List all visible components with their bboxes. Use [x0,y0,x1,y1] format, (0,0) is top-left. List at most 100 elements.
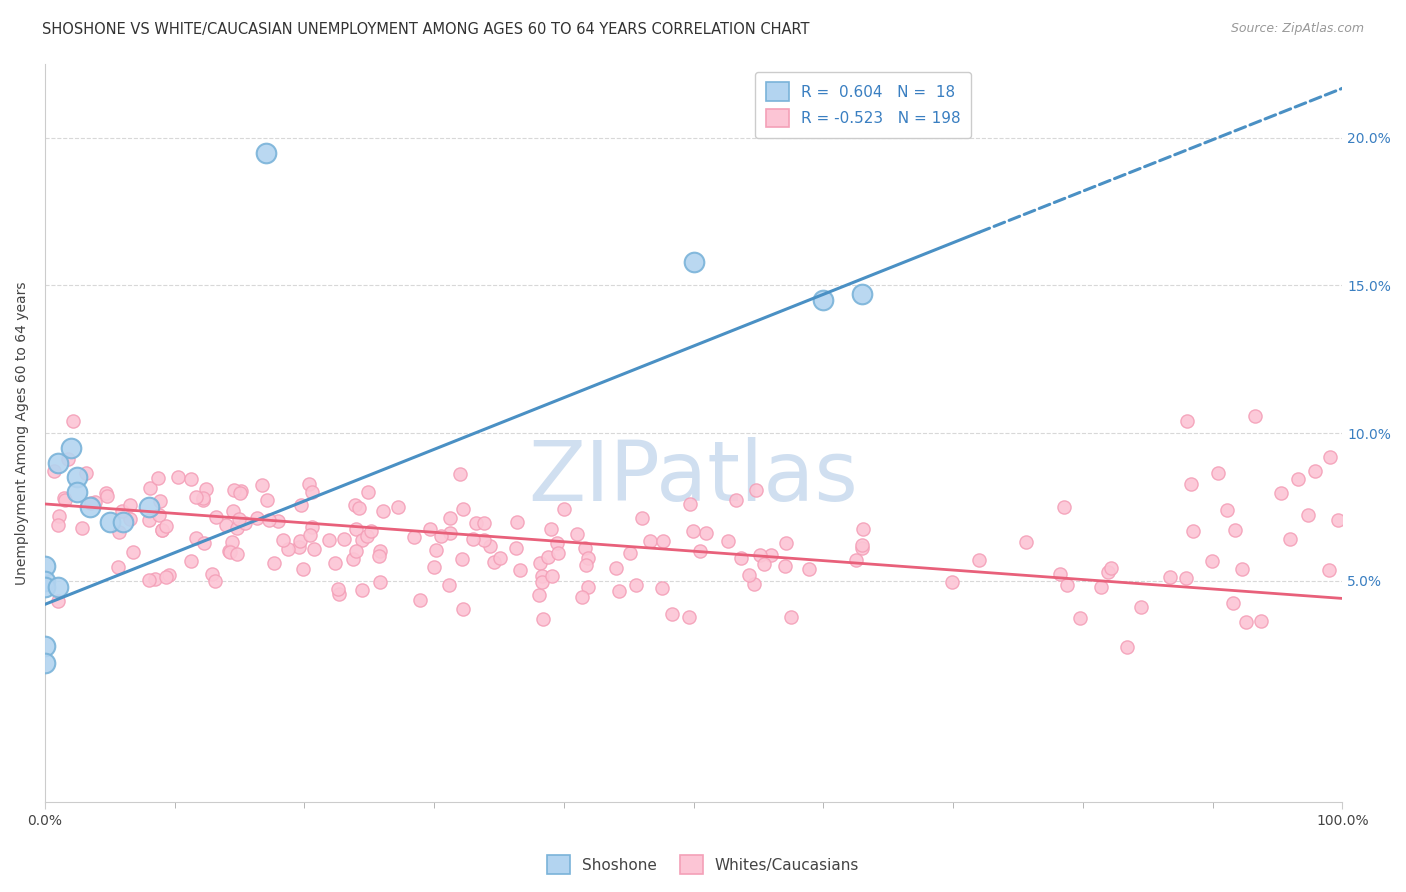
Point [356,529,378,543]
Point [682,524,704,538]
Point [423,560,446,574]
Point [34,558,56,573]
Point [108,525,131,540]
Point [761,549,783,563]
Point [271,533,294,547]
Point [290,499,312,513]
Point [1056,578,1078,592]
Point [724,493,747,508]
Point [246,511,269,525]
Point [651,534,673,549]
Point [79,500,101,514]
Point [1159,569,1181,583]
Point [138,500,160,514]
Point [571,590,593,604]
Point [226,520,249,534]
Point [638,534,661,549]
Point [1250,614,1272,628]
Point [263,556,285,570]
Point [96,485,118,500]
Point [46,580,69,594]
Point [1305,464,1327,478]
Point [730,551,752,566]
Point [1201,554,1223,568]
Point [193,535,215,549]
Point [547,546,569,560]
Point [439,578,461,592]
Point [218,544,240,558]
Point [34,580,56,594]
Point [461,533,484,547]
Point [150,524,173,538]
Point [48,518,70,533]
Point [509,563,531,577]
Point [1319,450,1341,464]
Point [301,484,323,499]
Point [328,586,350,600]
Point [66,470,89,484]
Point [360,524,382,538]
Point [257,513,280,527]
Point [222,504,245,518]
Point [773,559,796,574]
Point [344,543,367,558]
Point [1244,409,1267,423]
Text: SHOSHONE VS WHITE/CAUCASIAN UNEMPLOYMENT AMONG AGES 60 TO 64 YEARS CORRELATION C: SHOSHONE VS WHITE/CAUCASIAN UNEMPLOYMENT… [42,22,810,37]
Point [332,532,354,546]
Point [576,580,599,594]
Point [326,582,349,596]
Point [75,467,97,481]
Point [318,533,340,547]
Point [256,492,278,507]
Point [219,545,242,559]
Point [195,483,218,497]
Point [845,553,868,567]
Point [1115,640,1137,654]
Point [679,497,702,511]
Point [302,542,325,557]
Point [738,567,761,582]
Point [574,541,596,556]
Point [1090,580,1112,594]
Point [489,550,512,565]
Text: ZIPatlas: ZIPatlas [529,437,859,518]
Point [576,550,599,565]
Point [226,547,249,561]
Point [111,504,134,518]
Point [1052,500,1074,515]
Point [48,509,70,524]
Point [1099,561,1122,575]
Point [138,573,160,587]
Point [742,577,765,591]
Point [231,483,253,498]
Point [531,569,554,583]
Point [533,612,555,626]
Point [749,549,772,563]
Point [222,483,245,498]
Point [288,541,311,555]
Point [451,551,474,566]
Point [139,481,162,495]
Point [184,531,207,545]
Point [619,546,641,560]
Point [148,508,170,523]
Point [540,569,562,583]
Point [204,574,226,588]
Point [1223,523,1246,537]
Point [813,293,835,308]
Point [1286,472,1309,486]
Point [851,538,873,552]
Point [661,607,683,621]
Point [775,536,797,550]
Point [229,486,252,500]
Point [1215,502,1237,516]
Point [146,471,169,485]
Point [1097,565,1119,579]
Point [221,535,243,549]
Point [107,560,129,574]
Point [1049,566,1071,581]
Point [439,510,461,524]
Point [537,550,560,565]
Point [546,536,568,550]
Point [357,485,380,500]
